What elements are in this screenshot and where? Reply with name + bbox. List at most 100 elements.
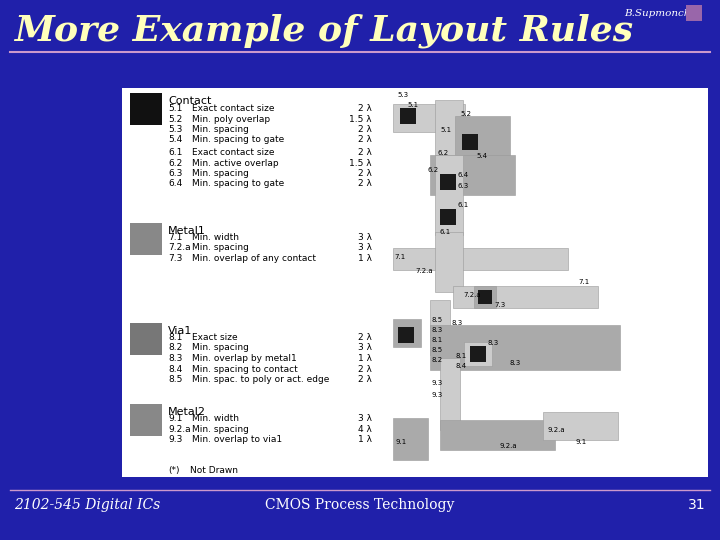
Text: 6.3: 6.3 [458,183,469,189]
Text: Metal2: Metal2 [168,407,206,417]
Text: Exact contact size: Exact contact size [192,104,274,113]
Text: 2 λ: 2 λ [358,136,372,145]
Text: 7.3: 7.3 [494,302,505,308]
Text: 2102-545 Digital ICs: 2102-545 Digital ICs [14,498,161,512]
Text: 6.2: 6.2 [437,150,448,156]
Bar [470,346,486,362]
Text: Exact contact size: Exact contact size [192,148,274,157]
Text: 6.2: 6.2 [428,167,439,173]
Bar [470,346,486,362]
Bar [400,108,416,124]
Text: 2 λ: 2 λ [358,169,372,178]
Text: 7.2.a: 7.2.a [168,244,191,253]
Text: 2 λ: 2 λ [358,333,372,342]
Text: 7.2.a: 7.2.a [415,268,433,274]
Text: 3 λ: 3 λ [358,244,372,253]
Text: Min. active overlap: Min. active overlap [192,159,279,167]
Bar [435,100,463,170]
Text: 2 λ: 2 λ [358,179,372,188]
Bar [474,286,496,308]
Text: Not Drawn: Not Drawn [190,466,238,475]
Bar [430,300,450,355]
Text: 9.3: 9.3 [432,392,444,398]
Text: 6.1: 6.1 [458,202,469,208]
Bar [462,134,478,150]
Text: 2 λ: 2 λ [358,125,372,134]
Text: Min. spac. to poly or act. edge: Min. spac. to poly or act. edge [192,375,329,384]
Bar [393,319,421,347]
Text: 8.1: 8.1 [168,333,182,342]
Text: 5.3: 5.3 [397,92,408,98]
Text: 5.1: 5.1 [168,104,182,113]
Text: More Example of Layout Rules: More Example of Layout Rules [14,13,633,48]
Text: Min. spacing to gate: Min. spacing to gate [192,136,284,145]
Bar [430,325,620,370]
Text: 6.1: 6.1 [168,148,182,157]
Text: 1 λ: 1 λ [358,254,372,263]
Text: Min. overlap to via1: Min. overlap to via1 [192,435,282,444]
Text: 5.2: 5.2 [460,111,471,117]
Text: Contact: Contact [168,96,212,106]
Text: 7.1: 7.1 [578,279,589,285]
Text: 8.3: 8.3 [452,320,463,326]
Text: Min. spacing: Min. spacing [192,169,249,178]
Text: B.Supmonchai: B.Supmonchai [624,9,700,18]
Text: 8.5: 8.5 [168,375,182,384]
Text: 1 λ: 1 λ [358,435,372,444]
Text: 1.5 λ: 1.5 λ [349,159,372,167]
Text: Min. width: Min. width [192,414,239,423]
Bar [393,104,465,132]
Text: Min. spacing: Min. spacing [192,424,249,434]
Text: 9.1: 9.1 [395,439,406,445]
Text: 8.5: 8.5 [432,347,443,353]
Text: Min. spacing: Min. spacing [192,244,249,253]
Text: Via1: Via1 [168,326,192,336]
Bar [686,5,702,21]
Bar [130,404,162,436]
Text: (*): (*) [168,466,179,475]
Text: 6.1: 6.1 [440,229,451,235]
Bar [435,232,463,292]
Text: 8.3: 8.3 [432,327,444,333]
Text: 5.2: 5.2 [168,114,182,124]
Text: 6.4: 6.4 [168,179,182,188]
Bar [393,418,428,460]
Bar [130,93,162,125]
Bar [478,290,492,304]
Text: 7.1: 7.1 [394,254,405,260]
Text: 8.2: 8.2 [432,357,443,363]
Text: 9.1: 9.1 [575,439,586,445]
Text: 2 λ: 2 λ [358,148,372,157]
Text: 1 λ: 1 λ [358,354,372,363]
Text: 2 λ: 2 λ [358,104,372,113]
Text: 4 λ: 4 λ [358,424,372,434]
Text: Metal1: Metal1 [168,226,206,236]
Text: 8.2: 8.2 [168,343,182,353]
Bar [455,116,510,156]
Text: 9.2.a: 9.2.a [548,427,566,433]
Text: 5.4: 5.4 [476,153,487,159]
Text: 8.3: 8.3 [488,340,499,346]
Text: 8.5: 8.5 [432,317,443,323]
Text: 9.1: 9.1 [168,414,182,423]
Bar [435,155,463,235]
Bar [430,155,515,195]
Bar [478,290,492,304]
Bar [130,323,162,355]
Text: Min. spacing to gate: Min. spacing to gate [192,179,284,188]
Bar [453,286,598,308]
Bar [393,248,568,270]
Text: 8.3: 8.3 [510,360,521,366]
Text: 6.4: 6.4 [458,172,469,178]
Bar [398,327,414,343]
Text: 1.5 λ: 1.5 λ [349,114,372,124]
Text: 8.4: 8.4 [455,363,466,369]
Text: CMOS Process Technology: CMOS Process Technology [265,498,455,512]
Bar [440,420,555,450]
Bar [440,209,456,225]
Text: 5.1: 5.1 [440,127,451,133]
Text: Min. width: Min. width [192,233,239,242]
Text: Exact size: Exact size [192,333,238,342]
Text: 31: 31 [688,498,706,512]
Text: 6.2: 6.2 [168,159,182,167]
